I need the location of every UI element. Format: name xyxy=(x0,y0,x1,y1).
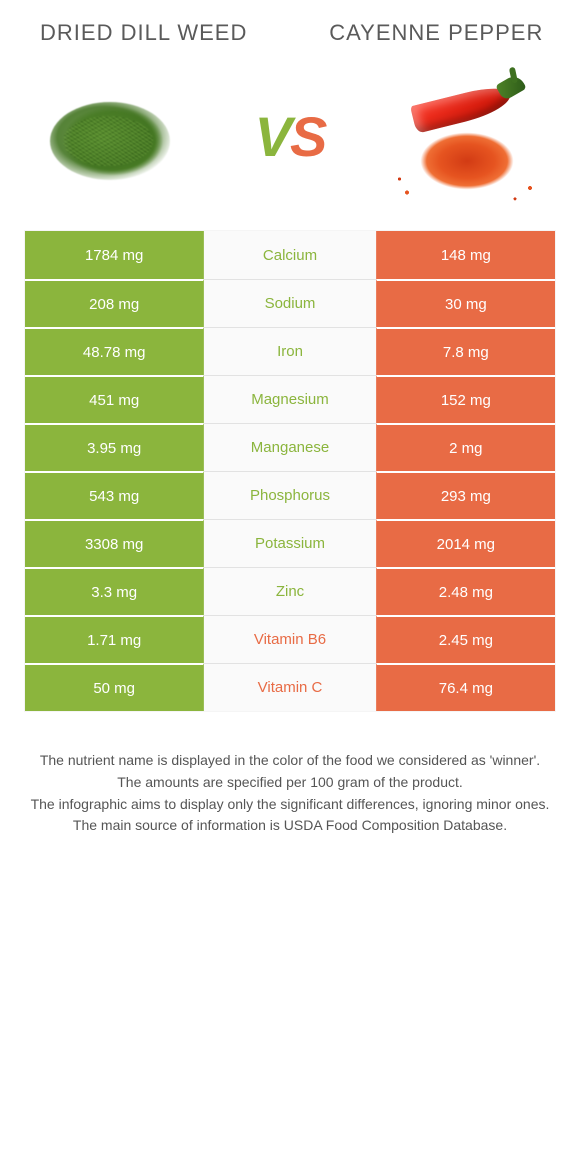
nutrient-name: Vitamin B6 xyxy=(204,615,375,663)
right-value: 30 mg xyxy=(376,279,555,327)
footnote-line: The amounts are specified per 100 gram o… xyxy=(24,772,556,794)
left-value: 48.78 mg xyxy=(25,327,204,375)
left-value: 1.71 mg xyxy=(25,615,204,663)
footnote-line: The nutrient name is displayed in the co… xyxy=(24,750,556,772)
right-value: 7.8 mg xyxy=(376,327,555,375)
left-value: 3308 mg xyxy=(25,519,204,567)
dill-weed-icon xyxy=(28,66,198,206)
cayenne-pepper-icon xyxy=(382,66,552,206)
right-value: 2.48 mg xyxy=(376,567,555,615)
table-row: 3.95 mgManganese2 mg xyxy=(25,423,555,471)
left-value: 208 mg xyxy=(25,279,204,327)
nutrient-name: Vitamin C xyxy=(204,663,375,711)
left-value: 3.95 mg xyxy=(25,423,204,471)
right-value: 152 mg xyxy=(376,375,555,423)
table-row: 3.3 mgZinc2.48 mg xyxy=(25,567,555,615)
table-row: 48.78 mgIron7.8 mg xyxy=(25,327,555,375)
nutrient-name: Magnesium xyxy=(204,375,375,423)
left-value: 543 mg xyxy=(25,471,204,519)
nutrient-name: Iron xyxy=(204,327,375,375)
nutrient-name: Sodium xyxy=(204,279,375,327)
footnotes: The nutrient name is displayed in the co… xyxy=(24,750,556,837)
nutrient-name: Phosphorus xyxy=(204,471,375,519)
left-value: 1784 mg xyxy=(25,231,204,279)
nutrient-name: Calcium xyxy=(204,231,375,279)
table-row: 3308 mgPotassium2014 mg xyxy=(25,519,555,567)
right-value: 2014 mg xyxy=(376,519,555,567)
right-value: 76.4 mg xyxy=(376,663,555,711)
left-food-title: DRIED DILL WEED xyxy=(24,20,263,46)
title-row: DRIED DILL WEED CAYENNE PEPPER xyxy=(24,20,556,46)
left-value: 50 mg xyxy=(25,663,204,711)
hero-row: VS xyxy=(24,66,556,206)
nutrient-name: Potassium xyxy=(204,519,375,567)
left-value: 3.3 mg xyxy=(25,567,204,615)
table-row: 1784 mgCalcium148 mg xyxy=(25,231,555,279)
table-row: 543 mgPhosphorus293 mg xyxy=(25,471,555,519)
table-row: 451 mgMagnesium152 mg xyxy=(25,375,555,423)
nutrient-name: Manganese xyxy=(204,423,375,471)
footnote-line: The main source of information is USDA F… xyxy=(24,815,556,837)
right-food-title: CAYENNE PEPPER xyxy=(317,20,556,46)
footnote-line: The infographic aims to display only the… xyxy=(24,794,556,816)
vs-s: S xyxy=(290,105,325,168)
right-value: 2.45 mg xyxy=(376,615,555,663)
table-row: 50 mgVitamin C76.4 mg xyxy=(25,663,555,711)
table-row: 1.71 mgVitamin B62.45 mg xyxy=(25,615,555,663)
right-value: 2 mg xyxy=(376,423,555,471)
left-value: 451 mg xyxy=(25,375,204,423)
vs-v: V xyxy=(255,105,290,168)
vs-label: VS xyxy=(255,104,326,169)
nutrient-name: Zinc xyxy=(204,567,375,615)
table-row: 208 mgSodium30 mg xyxy=(25,279,555,327)
right-value: 293 mg xyxy=(376,471,555,519)
right-value: 148 mg xyxy=(376,231,555,279)
nutrient-table: 1784 mgCalcium148 mg208 mgSodium30 mg48.… xyxy=(24,230,556,712)
comparison-infographic: DRIED DILL WEED CAYENNE PEPPER VS 1784 m… xyxy=(0,0,580,867)
